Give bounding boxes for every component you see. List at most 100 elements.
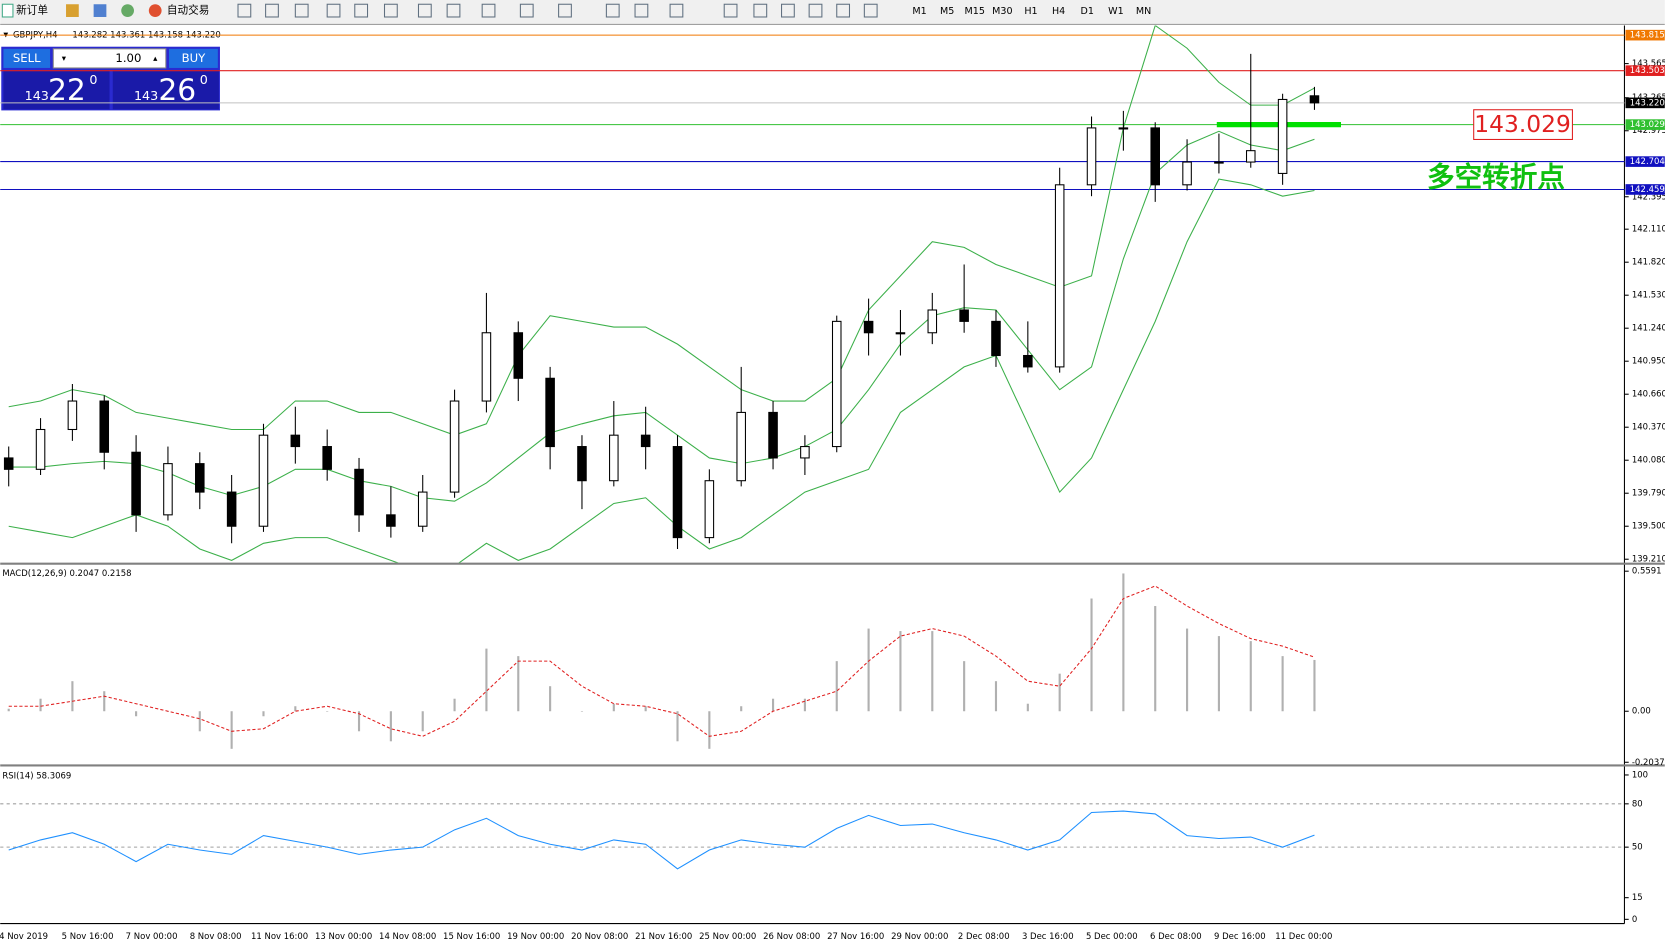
lot-input[interactable]	[52, 48, 167, 69]
toolbar-icon[interactable]	[723, 3, 738, 18]
timeframe-button[interactable]: W1	[1108, 6, 1124, 17]
buy-label[interactable]: BUY	[182, 51, 207, 65]
candle-body	[672, 446, 683, 539]
toolbar-icon[interactable]	[417, 3, 432, 18]
candle-body	[481, 332, 492, 402]
timeframe-button[interactable]: MN	[1136, 6, 1151, 17]
auto-trading-button[interactable]: 自动交易	[167, 4, 209, 17]
toolbar-icon[interactable]	[481, 3, 496, 18]
timeframe-button[interactable]: M5	[940, 6, 954, 17]
y-tick-label: 142.110	[1632, 225, 1665, 235]
y-tick-label: 0.00	[1632, 707, 1651, 717]
x-tick-label: 6 Dec 08:00	[1150, 932, 1202, 942]
bollinger-middle	[8, 130, 1315, 502]
buy-button[interactable]	[169, 48, 218, 68]
toolbar-icon[interactable]	[753, 3, 768, 18]
toolbar-icon[interactable]	[326, 3, 341, 18]
macd-bar	[294, 706, 297, 712]
x-tick-label: 19 Nov 00:00	[507, 932, 564, 942]
macd-bar	[1090, 598, 1093, 712]
icon[interactable]	[121, 4, 134, 17]
price-callout-text: 143.029	[1474, 110, 1571, 138]
level-tag	[1625, 97, 1665, 109]
sell-button[interactable]	[3, 48, 51, 68]
timeframe-button[interactable]: H1	[1024, 6, 1037, 17]
timeframe-button[interactable]: M1	[912, 6, 926, 17]
new-order-button[interactable]: 新订单	[16, 4, 48, 17]
candle-body	[959, 309, 969, 322]
macd-bar	[708, 711, 711, 749]
new-order-icon[interactable]	[1, 3, 14, 18]
candle-body	[258, 434, 269, 527]
x-tick-label: 11 Dec 00:00	[1275, 932, 1332, 942]
macd-bar	[1122, 573, 1125, 712]
candle-body	[704, 480, 715, 539]
candle-body	[417, 491, 428, 527]
candle-body	[35, 428, 46, 470]
y-tick-label: 139.500	[1632, 522, 1665, 532]
toolbar-icon[interactable]	[863, 3, 878, 18]
x-tick-label: 3 Dec 16:00	[1022, 932, 1074, 942]
macd-bar	[1058, 673, 1061, 712]
buy-price-prefix: 143	[134, 89, 158, 104]
candle-body	[226, 491, 237, 527]
y-tick-label: 50	[1632, 843, 1643, 853]
macd-bar	[421, 711, 424, 732]
candle-body	[513, 332, 524, 379]
toolbar-icon[interactable]	[808, 3, 823, 18]
candle-body	[131, 451, 141, 516]
candle-body	[1245, 150, 1256, 163]
macd-bar	[931, 631, 934, 712]
toolbar-icon[interactable]	[519, 3, 534, 18]
toolbar-icon[interactable]	[354, 3, 369, 18]
x-tick-label: 15 Nov 16:00	[443, 932, 500, 942]
candle-body	[1214, 161, 1224, 164]
toolbar-icon[interactable]	[781, 3, 795, 18]
macd-bar	[71, 681, 74, 712]
auto-trading-icon[interactable]	[148, 4, 162, 17]
timeframe-button[interactable]: M30	[992, 6, 1012, 17]
macd-bar	[803, 698, 806, 712]
x-tick-label: 25 Nov 00:00	[699, 932, 756, 942]
macd-label: MACD(12,26,9) 0.2047 0.2158	[2, 569, 131, 579]
toolbar-icon[interactable]	[836, 3, 851, 18]
level-label: 142.704	[1630, 157, 1665, 167]
icon[interactable]	[93, 4, 107, 17]
toolbar-icon[interactable]	[237, 3, 252, 18]
candle-body	[163, 463, 173, 516]
macd-bar	[1217, 636, 1220, 712]
macd-bar	[580, 711, 584, 712]
macd-bar	[1249, 641, 1252, 712]
macd-bar	[740, 706, 743, 712]
candle-body	[1309, 95, 1320, 104]
candle-body	[1277, 98, 1288, 174]
toolbar-icon[interactable]	[446, 3, 461, 18]
toolbar-icon[interactable]	[558, 3, 572, 18]
timeframe-button[interactable]: D1	[1081, 6, 1094, 17]
macd-bar	[326, 711, 329, 712]
toolbar-icon[interactable]	[669, 3, 684, 18]
candle-body	[99, 400, 110, 453]
lot-up[interactable]: ▴	[153, 54, 158, 64]
lot-down[interactable]: ▾	[62, 54, 67, 64]
toolbar-icon[interactable]	[383, 3, 398, 18]
timeframe-button[interactable]: H4	[1052, 6, 1065, 17]
candle-body	[1054, 184, 1065, 368]
y-tick-label: 139.790	[1632, 489, 1665, 499]
price-callout	[1473, 109, 1573, 140]
trade-panel: SELL ▾ ▴ 1.00 BUY 143 22 0 143 26 0	[1, 46, 220, 111]
timeframe-button[interactable]: M15	[965, 6, 985, 17]
lot-value[interactable]: 1.00	[115, 51, 141, 65]
toolbar-icon[interactable]	[294, 3, 309, 18]
toolbar-icon[interactable]	[265, 3, 279, 18]
macd-bar	[262, 711, 265, 717]
macd-bar	[103, 691, 106, 712]
x-tick-label: 9 Dec 16:00	[1214, 932, 1266, 942]
toolbar-icon[interactable]	[634, 3, 649, 18]
candle-body	[927, 309, 938, 334]
icon[interactable]	[66, 4, 79, 17]
y-tick-label: 100	[1632, 770, 1648, 780]
toolbar-icon[interactable]	[605, 3, 620, 18]
sell-label[interactable]: SELL	[13, 51, 41, 65]
